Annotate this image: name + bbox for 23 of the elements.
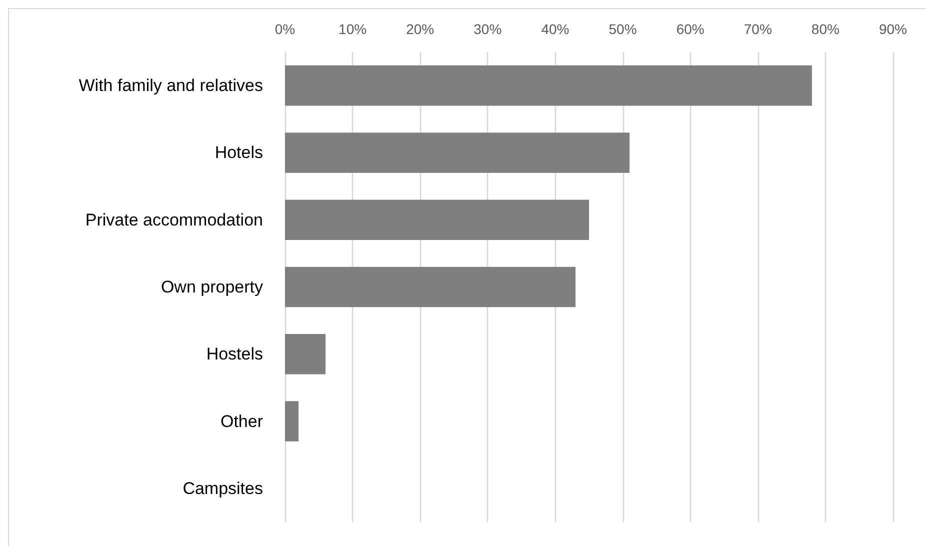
x-tick-label: 20% — [406, 21, 434, 37]
y-tick-label: Campsites — [182, 478, 263, 498]
y-tick-label: Hotels — [214, 143, 263, 162]
x-tick-label: 10% — [338, 21, 367, 37]
y-tick-label: Own property — [160, 278, 264, 296]
bar — [285, 200, 589, 240]
x-tick-label: 50% — [608, 21, 637, 37]
y-tick-label: Private accommodation — [85, 210, 263, 230]
y-tick-label: Other — [220, 412, 264, 431]
x-tick-label: 60% — [676, 21, 704, 37]
x-tick-label: 30% — [474, 21, 502, 37]
bar — [285, 266, 576, 308]
bar — [285, 132, 630, 173]
y-tick-label: With family and relatives — [78, 76, 263, 96]
x-tick-label: 40% — [541, 21, 570, 37]
x-tick-label: 70% — [744, 21, 772, 37]
x-tick-label: 80% — [811, 21, 840, 37]
bar — [285, 334, 326, 374]
x-tick-label: 90% — [878, 21, 908, 37]
x-tick-label: 0% — [274, 21, 296, 37]
y-tick-label: Hostels — [206, 344, 263, 364]
bar — [285, 401, 299, 442]
bar — [285, 65, 812, 106]
